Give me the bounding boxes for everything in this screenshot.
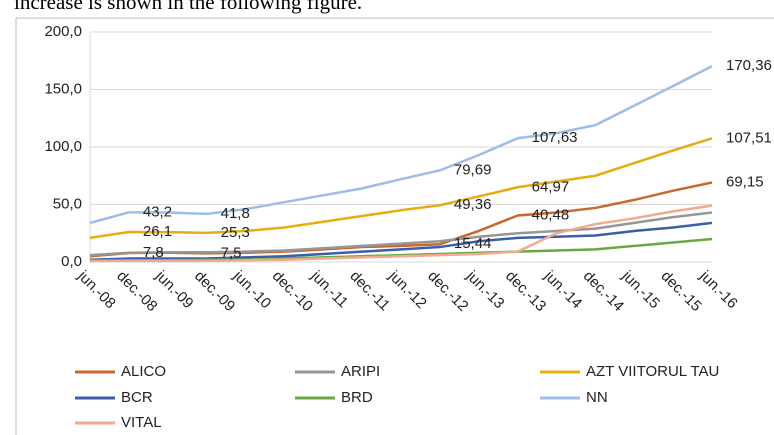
x-tick-label: dec.-14 (580, 268, 627, 315)
data-label: 43,2 (143, 203, 172, 220)
series-line (90, 204, 713, 263)
x-tick-label: jun.-08 (74, 267, 119, 312)
data-label: 49,36 (454, 196, 492, 213)
data-label: 41,8 (221, 205, 250, 222)
data-label: 107,51 (726, 129, 772, 146)
series-line (89, 221, 713, 261)
caption: increase is shown in the following figur… (14, 0, 362, 14)
x-tick-label: dec.-13 (502, 268, 549, 315)
data-label: 64,97 (532, 178, 570, 195)
y-tick-label: 150,0 (44, 80, 82, 97)
x-tick-label: dec.-12 (424, 268, 471, 315)
legend-label: BCR (121, 389, 153, 406)
y-tick-label: 200,0 (44, 23, 82, 40)
data-label: 69,15 (726, 173, 764, 190)
data-label: 7,5 (221, 244, 242, 261)
data-label: 25,3 (221, 224, 250, 241)
series-line (89, 211, 713, 257)
x-tick-label: dec.-11 (346, 268, 393, 315)
y-tick-label: 0,0 (61, 253, 82, 270)
data-label: 170,36 (726, 57, 772, 74)
x-tick-label: dec.-09 (191, 268, 238, 315)
legend-label: ARIPI (341, 363, 380, 380)
legend-label: AZT VIITORUL TAU (586, 363, 719, 380)
legend-label: BRD (341, 389, 373, 406)
data-label: 15,44 (454, 235, 492, 252)
data-label: 26,1 (143, 223, 172, 240)
legend-label: NN (586, 389, 608, 406)
y-tick-label: 50,0 (53, 195, 82, 212)
x-tick-label: dec.-15 (657, 268, 704, 315)
data-label: 7,8 (143, 244, 164, 261)
series-line (89, 64, 713, 225)
x-tick-label: jun.-12 (385, 267, 430, 312)
data-label: 79,69 (454, 161, 492, 178)
x-tick-label: dec.-10 (269, 268, 316, 315)
legend-label: VITAL (121, 414, 162, 431)
y-tick-label: 100,0 (44, 138, 82, 155)
data-label: 40,48 (532, 206, 570, 223)
legend-label: ALICO (121, 363, 166, 380)
series-line (89, 137, 713, 240)
x-tick-label: dec.-08 (113, 268, 160, 315)
data-label: 107,63 (532, 129, 578, 146)
